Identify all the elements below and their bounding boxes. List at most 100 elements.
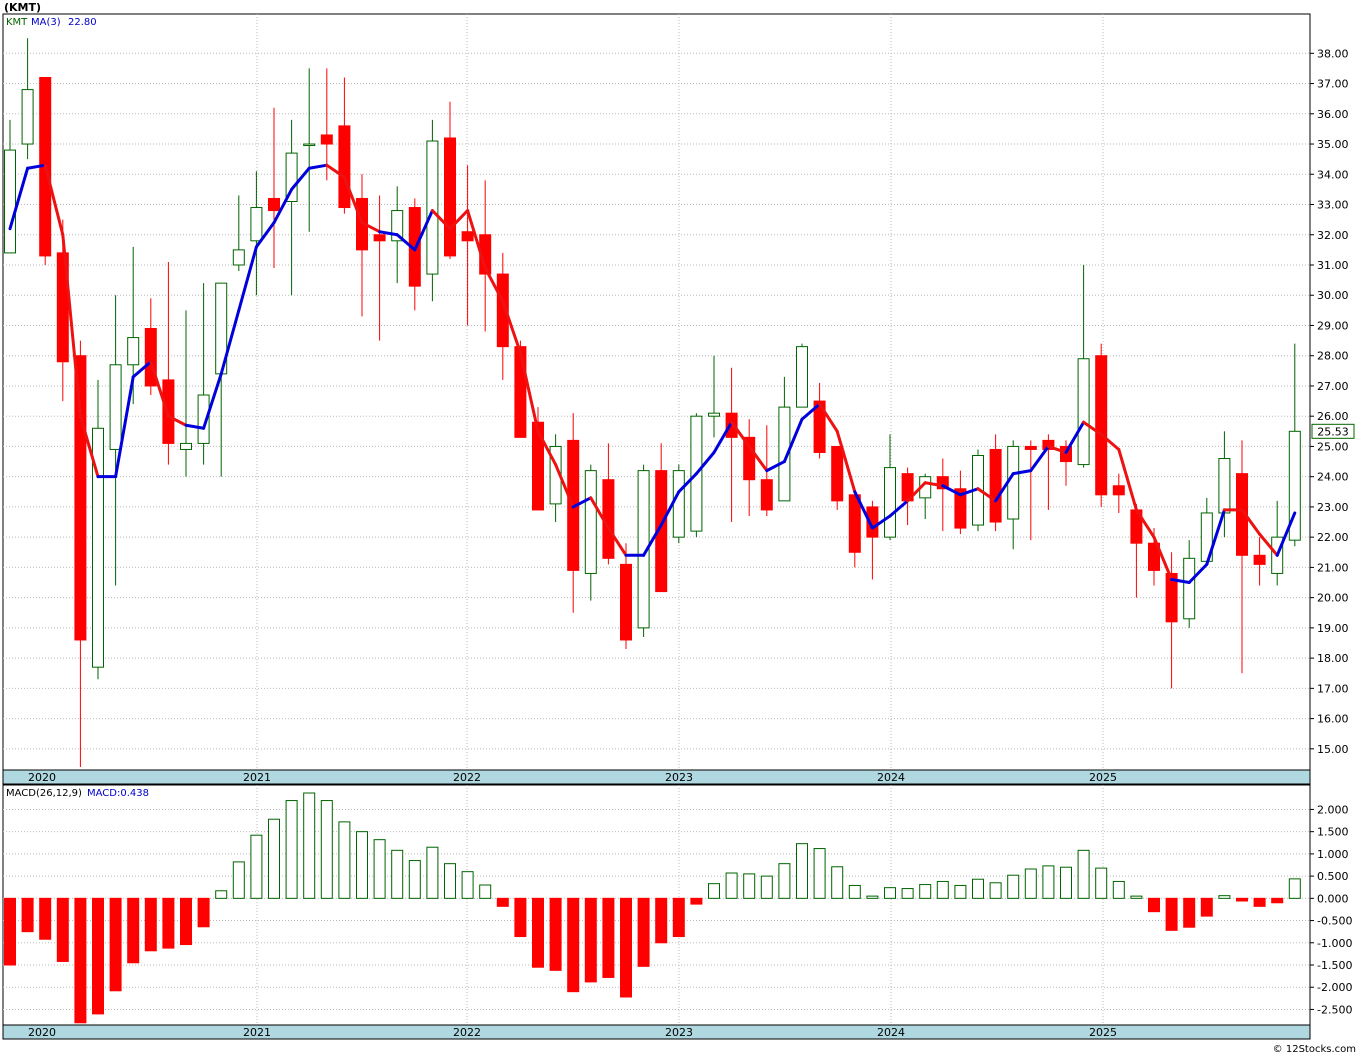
ma-segment	[870, 514, 892, 530]
candle-body	[954, 488, 967, 529]
ma-segment	[466, 209, 487, 270]
candle-body	[461, 231, 474, 242]
candle-body	[831, 445, 844, 502]
candle-body	[109, 364, 122, 450]
candle-body	[303, 143, 316, 147]
ma-segment	[61, 233, 82, 418]
last-price-label: 25.53	[1317, 425, 1349, 438]
candle-body	[180, 442, 192, 450]
ma-segment	[149, 360, 170, 418]
macd-bar	[496, 897, 509, 907]
macd-bar	[584, 897, 597, 983]
macd-bar	[1077, 849, 1090, 899]
candle-body	[426, 140, 439, 275]
price-year-label: 2023	[665, 771, 693, 784]
macd-bar	[1183, 897, 1196, 928]
candle-body	[1042, 439, 1055, 450]
macd-tick-label: -0.500	[1317, 915, 1352, 928]
ma-segment	[360, 221, 382, 234]
price-tick-label: 26.00	[1317, 410, 1349, 423]
ma-segment	[659, 490, 681, 527]
macd-bar	[831, 866, 844, 899]
ma-segment	[1046, 444, 1068, 454]
candle-body	[866, 506, 879, 538]
ma-segment	[835, 429, 857, 494]
candle-body	[338, 125, 351, 209]
ma-segment	[1117, 447, 1138, 512]
candle-body	[1007, 445, 1020, 520]
candle-body	[320, 134, 333, 145]
ma-segment	[941, 484, 962, 497]
candle-body	[444, 137, 456, 257]
macd-bar	[285, 800, 298, 899]
candle-body	[56, 252, 69, 363]
price-year-label: 2025	[1089, 771, 1117, 784]
macd-x-axis-band	[2, 1024, 1311, 1040]
candle-body	[1253, 554, 1266, 565]
macd-bar	[268, 818, 280, 899]
macd-bar	[655, 897, 668, 944]
ma-segment	[1029, 444, 1050, 473]
price-tick-label: 31.00	[1317, 259, 1349, 272]
macd-bar	[796, 843, 808, 899]
macd-bar	[866, 895, 879, 899]
price-tick-label: 17.00	[1317, 682, 1349, 695]
macd-bar	[1253, 897, 1266, 907]
last-price-marker: 25.53	[1311, 423, 1355, 439]
candle-body	[373, 234, 386, 242]
price-tick-label: 23.00	[1317, 501, 1349, 514]
macd-panel: 2.000 1.500 1.000 0.500 0.000 -0.500 -1.000 -1.…	[2, 784, 1352, 1040]
macd-bar	[989, 882, 1002, 899]
ma-segment	[131, 360, 153, 379]
macd-bar	[1060, 866, 1072, 899]
macd-bar	[338, 821, 351, 899]
macd-bar	[479, 884, 492, 899]
macd-bar	[109, 897, 122, 992]
last-price-box	[1311, 423, 1355, 439]
ma-segment	[747, 444, 769, 473]
candle-body	[74, 355, 87, 641]
legend-symbol: KMT	[6, 17, 28, 28]
price-year-label: 2021	[243, 771, 271, 784]
candle-body	[1165, 572, 1178, 623]
candle-body	[708, 412, 720, 417]
candle-body	[848, 494, 861, 553]
ma-segment	[448, 209, 470, 231]
price-tick-label: 21.00	[1317, 561, 1349, 574]
macd-year-label: 2020	[28, 1026, 56, 1039]
macd-bar	[1024, 868, 1037, 899]
price-tick-label: 16.00	[1317, 713, 1349, 726]
candle-body	[1095, 355, 1108, 496]
macd-bar	[725, 872, 738, 899]
macd-bar	[567, 897, 580, 993]
macd-bar	[1148, 897, 1160, 913]
candle-body	[1288, 430, 1301, 541]
macd-bar	[620, 897, 632, 998]
ma-segment	[1152, 535, 1174, 581]
candle-body	[144, 327, 157, 387]
candle-body	[637, 470, 650, 629]
candle-body	[936, 476, 949, 490]
macd-bar	[813, 848, 826, 899]
macd-bar	[972, 878, 984, 899]
macd-y-axis: 2.000 1.500 1.000 0.500 0.000 -0.500 -1.000 -1.…	[1310, 803, 1352, 1016]
ma-segment	[272, 187, 294, 225]
macd-bar	[760, 875, 773, 899]
macd-bar	[672, 897, 685, 938]
ma-segment	[677, 472, 698, 494]
candle-body	[496, 273, 509, 348]
price-year-label: 2022	[453, 771, 481, 784]
ma-segment	[1240, 508, 1262, 536]
macd-bar	[1200, 897, 1213, 917]
macd-bar	[21, 897, 34, 933]
macd-bar	[373, 839, 386, 899]
price-tick-label: 27.00	[1317, 380, 1349, 393]
macd-bar	[1236, 897, 1248, 902]
macd-bar	[303, 792, 316, 899]
ma-segment	[782, 417, 804, 464]
price-year-label: 2020	[28, 771, 56, 784]
macd-bar	[408, 860, 421, 899]
ma-segment	[571, 496, 593, 509]
candle-body	[760, 479, 773, 511]
macd-bar	[74, 897, 87, 1024]
